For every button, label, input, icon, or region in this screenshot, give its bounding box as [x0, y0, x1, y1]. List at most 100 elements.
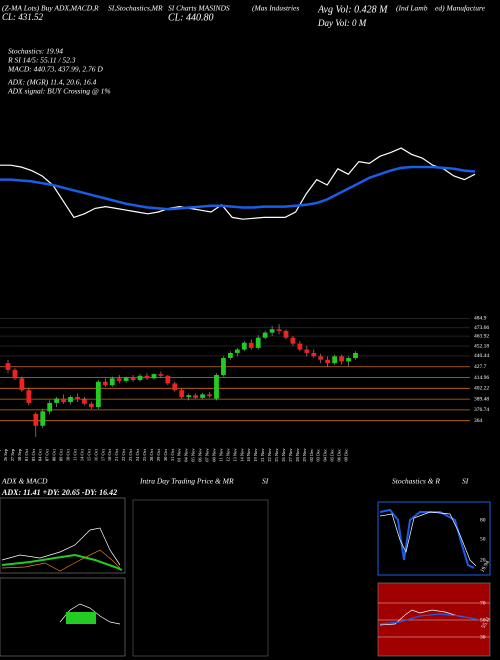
- x-tick-label: 22 Oct: [121, 448, 126, 461]
- x-tick-label: 07 Nov: [205, 448, 210, 462]
- stoch-panel: [377, 501, 491, 576]
- candle-body: [304, 349, 310, 353]
- series-line: [0, 147, 476, 220]
- header-text: SI,Stochastics,MR: [108, 4, 163, 13]
- candle-body: [207, 394, 212, 397]
- candle-body: [165, 375, 171, 384]
- candle-body: [290, 337, 296, 344]
- x-tick-label: 27 Sep: [10, 448, 15, 461]
- panel-title: Intra Day Trading Price & MR: [139, 477, 234, 486]
- y-tick-label: 389.48: [474, 396, 489, 402]
- intraday-panel: [132, 499, 269, 657]
- rsi-ma-line: [379, 613, 481, 625]
- candle-body: [179, 390, 185, 397]
- panel-values: ADX: 11.41 +DY: 20.65 -DY: 16.42: [1, 488, 117, 497]
- rsi-tick: 30: [480, 634, 486, 640]
- panel-title: SI: [262, 477, 269, 486]
- stoch-tick: 20: [480, 557, 486, 563]
- x-tick-label: 05 Dec: [330, 449, 335, 462]
- header-text: Avg Vol: 0.428 M: [317, 4, 388, 15]
- candle-body: [137, 375, 143, 381]
- rsi-tick: 50: [480, 617, 486, 623]
- x-tick-label: 08 Nov: [211, 448, 216, 462]
- x-tick-label: 11 Oct: [72, 448, 77, 461]
- candle-body: [269, 329, 275, 333]
- candle-body: [158, 374, 164, 376]
- candle-body: [276, 329, 282, 331]
- candle-body: [26, 390, 32, 403]
- x-tick-label: 18 Oct: [107, 448, 112, 461]
- info-text: R SI 14/5: 55.11 / 52.3: [7, 56, 76, 65]
- info-text: ADX signal: BUY Crossing @ 1%: [7, 87, 111, 96]
- y-tick-label: 427.7: [474, 364, 487, 370]
- candle-body: [130, 377, 136, 381]
- candle-body: [172, 383, 178, 391]
- candle-body: [214, 374, 219, 399]
- x-tick-label: 16 Oct: [93, 448, 98, 461]
- candle-body: [151, 374, 157, 379]
- y-tick-label: 364: [474, 418, 483, 424]
- x-tick-label: 06 Dec: [337, 449, 342, 462]
- header-text: Day Vol: 0 M: [317, 18, 367, 28]
- candle-body: [186, 395, 192, 397]
- y-tick-label: 376.74: [474, 407, 489, 413]
- candle-body: [33, 413, 39, 426]
- x-tick-label: 09 Oct: [59, 448, 64, 461]
- candle-body: [200, 394, 205, 398]
- candle-body: [255, 337, 261, 348]
- candle-body: [68, 396, 73, 403]
- info-text: Stochastics: 19.94: [8, 47, 63, 56]
- x-tick-label: 04 Dec: [323, 449, 328, 462]
- candle-body: [47, 402, 53, 412]
- header-text: CL: 440.80: [168, 12, 214, 23]
- x-tick-label: 27 Nov: [288, 448, 293, 462]
- panel-title: SI: [462, 477, 469, 486]
- x-tick-label: 25 Oct: [142, 448, 147, 461]
- minus-di-line: [1, 549, 121, 572]
- header: (Z-MA Lots) Buy ADX,MACD,R SI,Stochastic…: [2, 4, 486, 96]
- header-text: (Mas Industries: [252, 4, 299, 13]
- candle-body: [332, 356, 338, 364]
- adx-panel: [0, 497, 126, 574]
- candle-body: [283, 330, 289, 338]
- header-text: CL: 431.52: [2, 12, 44, 22]
- header-text: ed) Manufacture: [435, 4, 486, 13]
- x-tick-label: 11 Nov: [218, 448, 223, 462]
- candle-body: [19, 378, 25, 391]
- plus-di-line: [1, 553, 123, 571]
- info-text: ADX: (MGR) 11.4, 20.6, 16.4: [7, 78, 97, 87]
- panel-title: Stochastics & R: [392, 477, 440, 486]
- x-tick-label: 26 Nov: [281, 448, 286, 462]
- candle-body: [61, 398, 66, 403]
- x-tick-label: 29 Oct: [156, 448, 161, 461]
- adx-line: [1, 527, 121, 566]
- x-tick-label: 01 Nov: [177, 448, 182, 462]
- info-text: MACD: 440.73, 437.99, 2.76 D: [7, 65, 103, 74]
- candle-body: [102, 381, 108, 386]
- candle-body: [5, 363, 11, 370]
- candle-body: [82, 399, 87, 404]
- x-tick-label: 25 Sep: [0, 448, 1, 461]
- x-tick-label: 12 Nov: [225, 448, 230, 462]
- candle-body: [353, 352, 358, 359]
- candle-body: [12, 369, 18, 379]
- stoch-k-line: [379, 508, 475, 569]
- histogram: [66, 612, 96, 624]
- x-tick-label: 03 Dec: [316, 449, 321, 462]
- x-tick-label: 14 Nov: [239, 448, 244, 462]
- header-text: (Z-MA Lots) Buy ADX,MACD,R: [2, 4, 99, 13]
- candle-body: [109, 378, 115, 386]
- candle-body: [193, 395, 199, 398]
- y-tick-label: 452.18: [474, 343, 489, 349]
- header-text: (Ind Lamb: [396, 4, 428, 13]
- candle-body: [339, 356, 344, 362]
- candle-body: [248, 342, 254, 348]
- x-tick-label: 14 Oct: [79, 448, 84, 461]
- candle-body: [221, 358, 226, 375]
- macd-panel: [0, 577, 126, 657]
- x-tick-label: 29 Nov: [302, 448, 307, 462]
- stoch-value: 19.94: [480, 560, 492, 574]
- x-tick-label: 17 Oct: [100, 448, 105, 461]
- candle-body: [116, 378, 122, 381]
